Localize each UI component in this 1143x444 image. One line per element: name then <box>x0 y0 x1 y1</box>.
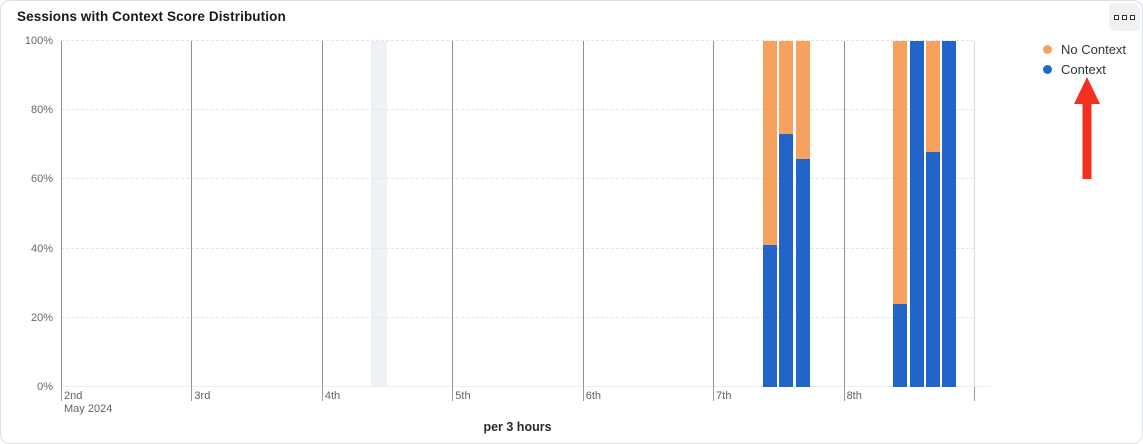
x-tick-label: 5th <box>455 390 471 402</box>
legend: No Context Context <box>1043 39 1126 79</box>
x-tick-mark <box>843 387 845 401</box>
chart-menu-button[interactable] <box>1109 3 1140 31</box>
red-arrow-up-annotation <box>1074 77 1100 179</box>
stacked-bar[interactable] <box>779 41 794 387</box>
y-axis: 0% 20% 40% 60% 80% 100% <box>1 35 55 393</box>
x-tick-mark <box>61 387 62 401</box>
bar-segment-no-context <box>795 41 810 159</box>
legend-item-no-context[interactable]: No Context <box>1043 39 1126 59</box>
chart-title: Sessions with Context Score Distribution <box>17 9 286 24</box>
gridline-0 <box>61 386 991 387</box>
x-axis-title: per 3 hours <box>483 420 552 434</box>
y-tick-label: 0% <box>37 381 53 393</box>
x-tick-mark <box>713 387 715 401</box>
stacked-bar[interactable] <box>926 41 941 387</box>
bar-segment-context <box>779 134 794 387</box>
x-axis: 2nd May 2024 3rd 4th 5th 6th 7th 8th <box>61 387 975 423</box>
x-tick-label: 8th <box>846 390 862 402</box>
triple-square-menu-icon <box>1114 14 1135 20</box>
x-tick-mark <box>974 387 975 401</box>
bar-segment-context <box>763 245 778 387</box>
x-tick-mark <box>452 387 454 401</box>
gridline-60 <box>61 178 974 180</box>
bar-segment-no-context <box>779 41 794 135</box>
stacked-bar[interactable] <box>893 41 908 387</box>
day-gridline <box>713 41 715 387</box>
legend-label: No Context <box>1061 41 1127 57</box>
day-gridline <box>191 41 193 387</box>
context-legend-dot-icon <box>1043 64 1052 74</box>
stacked-bar[interactable] <box>763 41 778 387</box>
stacked-bar[interactable] <box>909 41 924 387</box>
legend-label: Context <box>1061 61 1106 77</box>
day-gridline <box>974 41 975 387</box>
gridline-20 <box>61 316 974 318</box>
x-tick-mark <box>191 387 193 401</box>
no-context-legend-dot-icon <box>1043 44 1052 54</box>
plot-area <box>61 40 991 387</box>
bar-segment-no-context <box>893 41 908 304</box>
bar-segment-context <box>795 158 810 387</box>
bar-segment-no-context <box>763 41 778 246</box>
bar-segment-context <box>909 41 924 387</box>
y-tick-label: 40% <box>30 242 53 255</box>
bar-segment-context <box>926 151 941 387</box>
y-tick-label: 60% <box>30 173 53 186</box>
bar-segment-no-context <box>926 41 941 152</box>
y-tick-label: 20% <box>30 311 53 324</box>
day-gridline <box>61 41 62 387</box>
stacked-bar[interactable] <box>942 41 957 387</box>
y-tick-label: 80% <box>30 104 53 117</box>
gridline-100 <box>61 40 974 41</box>
y-tick-label: 100% <box>24 35 53 47</box>
x-tick-label: 7th <box>716 390 732 402</box>
x-axis-month-label: May 2024 <box>64 403 113 415</box>
bar-segment-context <box>942 41 957 387</box>
gridline-40 <box>61 247 974 249</box>
day-gridline <box>321 41 323 387</box>
x-tick-label: 2nd <box>64 390 83 402</box>
day-gridline <box>843 41 845 387</box>
x-tick-mark <box>321 387 323 401</box>
bar-segment-context <box>893 303 908 387</box>
day-gridline <box>452 41 454 387</box>
x-tick-label: 6th <box>585 390 601 402</box>
x-tick-mark <box>582 387 584 401</box>
day-gridline <box>582 41 584 387</box>
gridline-80 <box>61 109 974 111</box>
stacked-bar[interactable] <box>795 41 810 387</box>
x-tick-label: 4th <box>324 390 341 402</box>
legend-item-context[interactable]: Context <box>1043 59 1126 79</box>
x-tick-label: 3rd <box>194 390 211 402</box>
highlighted-time-bucket <box>370 41 388 387</box>
